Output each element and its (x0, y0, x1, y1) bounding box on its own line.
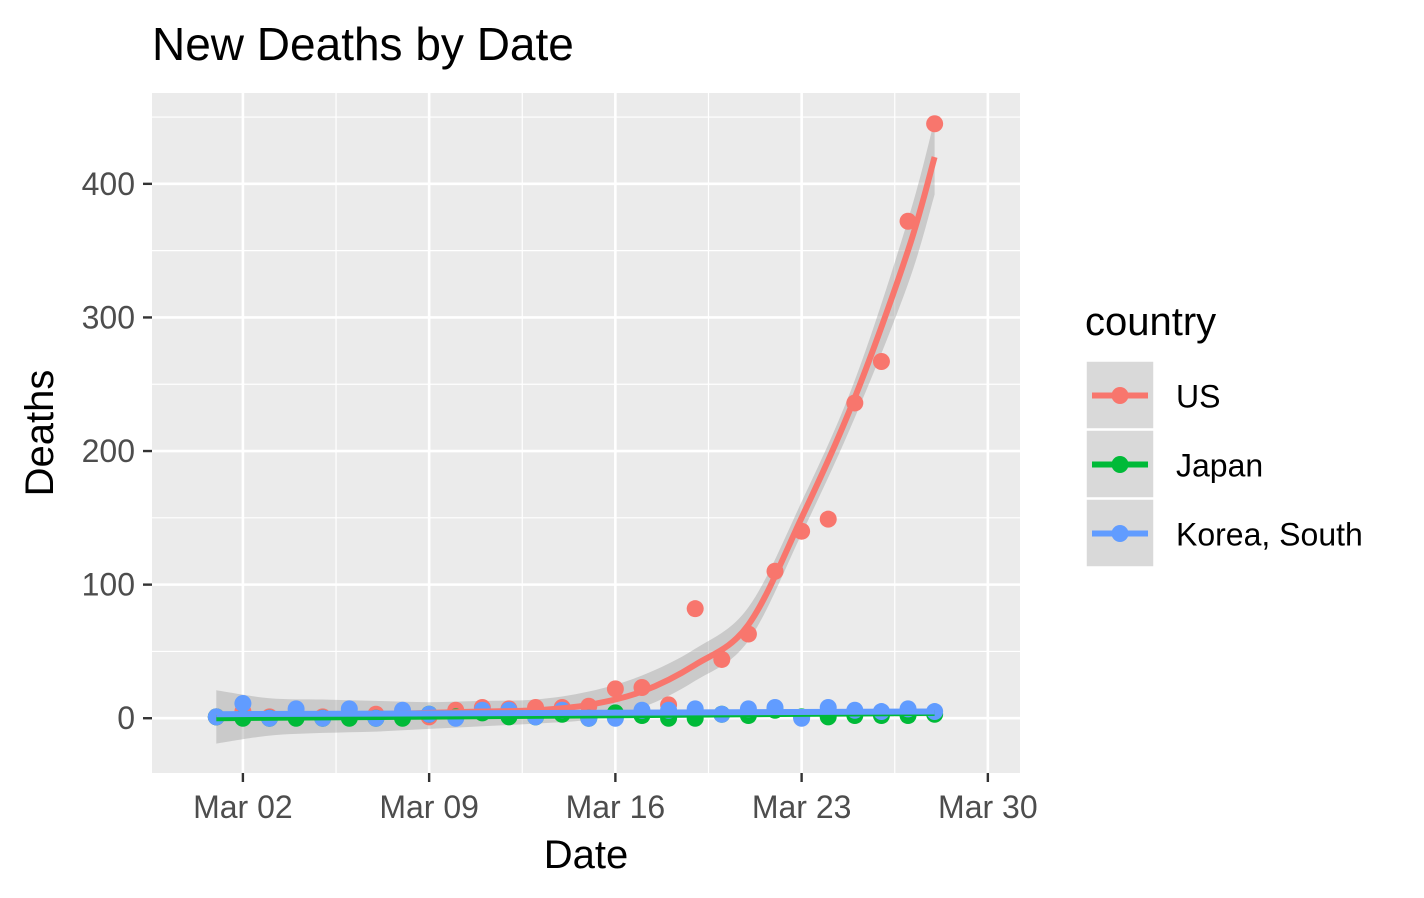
legend-point-japan (1111, 456, 1129, 473)
grid-minor (152, 93, 1020, 773)
x-tick-label: Mar 02 (193, 789, 293, 825)
legend-label-us: US (1176, 379, 1220, 415)
y-tick-label: 300 (82, 299, 135, 335)
legend-label-korea-south: Korea, South (1176, 517, 1363, 553)
point-us (899, 212, 917, 230)
smooth-lines (216, 156, 938, 722)
x-tick-label: Mar 09 (379, 789, 479, 825)
trend-line-korea-south (216, 708, 935, 718)
x-tick-label: Mar 23 (752, 789, 852, 825)
y-axis-title: Deaths (18, 370, 62, 497)
legend-title: country (1085, 300, 1216, 344)
point-korea-south (234, 695, 252, 713)
legend-point-korea-south (1111, 525, 1129, 542)
point-us (606, 680, 624, 698)
y-tick-label: 100 (82, 567, 135, 603)
x-axis: Mar 02 Mar 09 Mar 16 Mar 23 Mar 30 (193, 773, 1038, 825)
chart-title: New Deaths by Date (152, 18, 574, 70)
legend-keys: US Japan Korea, South (1085, 360, 1363, 568)
x-tick-label: Mar 30 (938, 789, 1038, 825)
legend-label-japan: Japan (1176, 448, 1263, 484)
point-us (872, 353, 890, 371)
legend-point-us (1111, 387, 1129, 404)
legend: country US Japan Korea, South (1085, 300, 1363, 568)
y-tick-label: 400 (82, 166, 135, 202)
plot-panel (152, 93, 1020, 773)
point-us (926, 115, 944, 133)
grid-major (152, 93, 1020, 773)
x-axis-title: Date (544, 833, 629, 877)
x-tick-label: Mar 16 (566, 789, 666, 825)
y-tick-label: 0 (117, 700, 135, 736)
point-us (819, 510, 837, 528)
point-us (686, 600, 704, 618)
y-axis: 0 100 200 300 400 (82, 166, 152, 736)
y-tick-label: 200 (82, 433, 135, 469)
